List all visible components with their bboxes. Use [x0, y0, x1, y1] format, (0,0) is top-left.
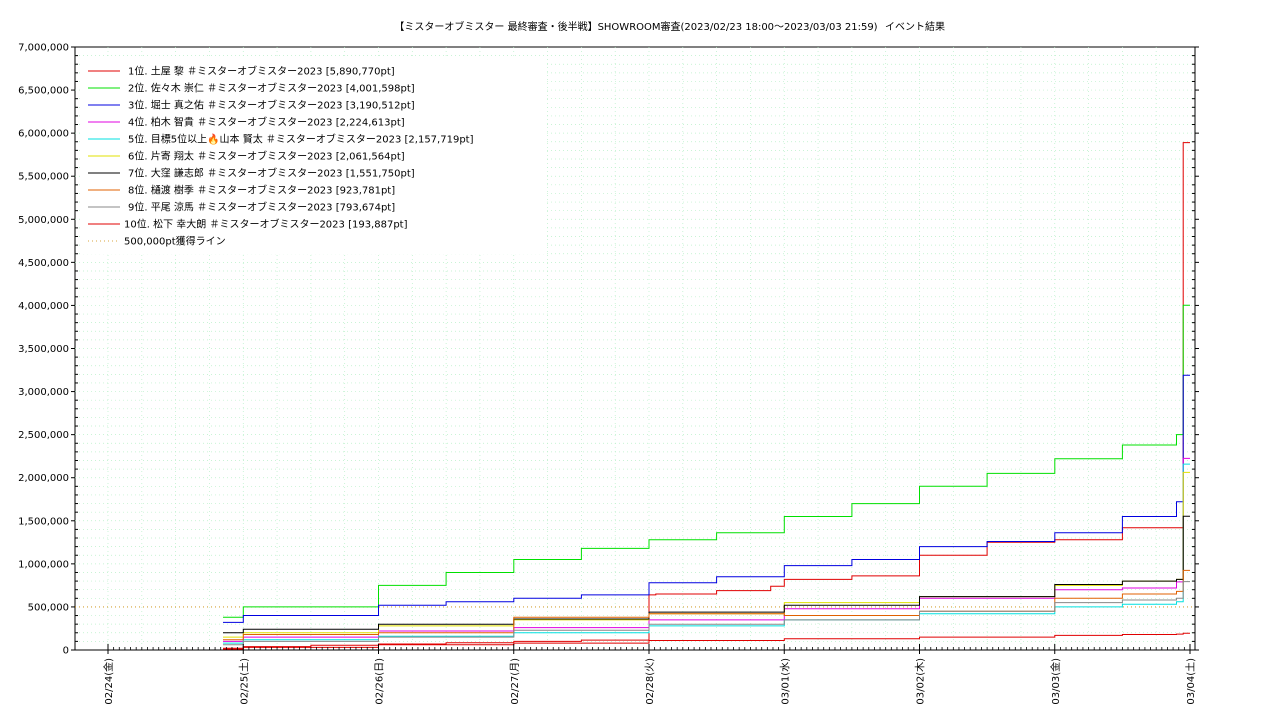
y-tick-label: 0	[63, 646, 69, 657]
legend-label: 8位. 樋渡 樹季 ＃ミスターオブミスター2023 [923,781pt]	[128, 184, 395, 197]
legend-label: 2位. 佐々木 崇仁 ＃ミスターオブミスター2023 [4,001,598pt]	[128, 82, 415, 95]
legend-label: 7位. 大窪 謙志郎 ＃ミスターオブミスター2023 [1,551,750pt]	[128, 167, 415, 180]
chart-subtitle: イベント結果	[885, 20, 945, 33]
legend-label: 4位. 柏木 智貴 ＃ミスターオブミスター2023 [2,224,613pt]	[128, 116, 405, 129]
x-tick-label: 03/01(水)	[779, 658, 791, 705]
x-tick-label: 02/27(月)	[509, 658, 521, 705]
x-tick-label: 03/02(木)	[915, 658, 927, 705]
x-tick-label: 02/24(金)	[102, 658, 115, 705]
series-line-8	[223, 569, 1190, 641]
y-tick-label: 1,500,000	[18, 516, 69, 527]
x-tick-label: 02/25(土)	[237, 658, 250, 705]
y-tick-label: 5,500,000	[18, 172, 69, 183]
y-tick-label: 500,000	[28, 602, 69, 613]
x-tick-label: 03/03(金)	[1049, 658, 1062, 705]
legend: 1位. 土屋 黎 ＃ミスターオブミスター2023 [5,890,770pt] 2位…	[80, 58, 545, 254]
series-line-3	[223, 374, 1190, 623]
y-tick-label: 1,000,000	[18, 559, 69, 570]
legend-label-reference: 500,000pt獲得ライン	[124, 235, 226, 248]
legend-label: 6位. 片寄 翔太 ＃ミスターオブミスター2023 [2,061,564pt]	[128, 150, 405, 163]
y-tick-label: 2,500,000	[18, 430, 69, 441]
legend-background	[80, 58, 545, 254]
x-tick-label: 02/26(日)	[375, 658, 386, 705]
chart-title: 【ミスターオブミスター 最終審査・後半戦】SHOWROOM審査(2023/02/…	[394, 20, 877, 33]
x-tick-label: 03/04(土)	[1184, 658, 1197, 705]
axes-group: 0 500,000 1,000,000 1,500,000 2,000,000 2,500…	[18, 43, 1199, 705]
y-tick-label: 5,000,000	[18, 215, 69, 226]
legend-label: 1位. 土屋 黎 ＃ミスターオブミスター2023 [5,890,770pt]	[128, 65, 395, 78]
x-tick-label: 02/28(火)	[644, 658, 656, 705]
y-tick-label: 3,000,000	[18, 387, 69, 398]
series-line-7	[223, 515, 1190, 634]
y-tick-label: 4,000,000	[18, 301, 69, 312]
legend-label: 5位. 目標5位以上🔥山本 賢太 ＃ミスターオブミスター2023 [2,157,…	[128, 133, 474, 146]
y-tick-label: 6,500,000	[18, 86, 69, 97]
y-tick-label: 2,000,000	[18, 473, 69, 484]
grid-lines	[75, 47, 1195, 650]
y-tick-label: 7,000,000	[18, 43, 69, 54]
y-tick-label: 4,500,000	[18, 258, 69, 269]
y-tick-label: 3,500,000	[18, 344, 69, 355]
series-line-9	[223, 581, 1190, 646]
legend-label: 10位. 松下 幸大朗 ＃ミスターオブミスター2023 [193,887pt]	[124, 218, 408, 231]
legend-label: 3位. 堀士 真之佑 ＃ミスターオブミスター2023 [3,190,512pt]	[128, 99, 415, 112]
legend-label: 9位. 平尾 涼馬 ＃ミスターオブミスター2023 [793,674pt]	[128, 201, 395, 214]
series-line-2	[223, 304, 1190, 618]
y-tick-label: 6,000,000	[18, 129, 69, 140]
